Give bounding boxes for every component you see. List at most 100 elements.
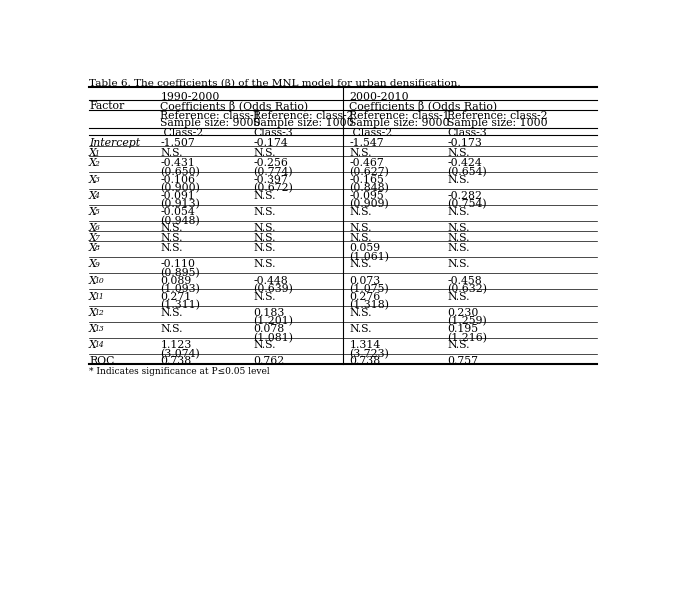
Text: N.S.: N.S.: [161, 233, 183, 243]
Text: * Indicates significance at P≤0.05 level: * Indicates significance at P≤0.05 level: [89, 367, 269, 376]
Text: -1.507: -1.507: [161, 138, 195, 148]
Text: 0.073: 0.073: [350, 276, 381, 285]
Text: 2: 2: [95, 160, 99, 168]
Text: N.S.: N.S.: [161, 308, 183, 318]
Text: Sample size: 9000: Sample size: 9000: [350, 119, 450, 129]
Text: X: X: [89, 243, 97, 253]
Text: -0.091: -0.091: [161, 191, 195, 201]
Text: -0.110: -0.110: [161, 260, 195, 269]
Text: N.S.: N.S.: [253, 148, 276, 159]
Text: 14: 14: [95, 341, 104, 349]
Text: 10: 10: [95, 277, 104, 285]
Text: X: X: [89, 191, 97, 201]
Text: (1.259): (1.259): [447, 316, 487, 327]
Text: 4: 4: [95, 192, 99, 200]
Text: N.S.: N.S.: [350, 233, 372, 243]
Text: X: X: [89, 223, 97, 233]
Text: N.S.: N.S.: [350, 223, 372, 233]
Text: (0.774): (0.774): [253, 167, 293, 177]
Text: (1.081): (1.081): [253, 333, 294, 343]
Text: Class-3: Class-3: [447, 129, 487, 138]
Text: 0.195: 0.195: [447, 324, 478, 334]
Text: 12: 12: [95, 309, 104, 317]
Text: Factor: Factor: [89, 101, 124, 111]
Text: Class-2: Class-2: [350, 129, 393, 138]
Text: Reference: class-1: Reference: class-1: [161, 111, 261, 121]
Text: -0.431: -0.431: [161, 159, 195, 169]
Text: Table 6. The coefficients (β) of the MNL model for urban densification.: Table 6. The coefficients (β) of the MNL…: [89, 79, 460, 89]
Text: Reference: class-2: Reference: class-2: [447, 111, 547, 121]
Text: 0.183: 0.183: [253, 308, 285, 318]
Text: N.S.: N.S.: [253, 223, 276, 233]
Text: -0.095: -0.095: [350, 191, 384, 201]
Text: 1: 1: [95, 149, 99, 157]
Text: -0.174: -0.174: [253, 138, 288, 148]
Text: 0.757: 0.757: [447, 356, 478, 367]
Text: -0.256: -0.256: [253, 159, 288, 169]
Text: Sample size: 1000: Sample size: 1000: [447, 119, 547, 129]
Text: (1.318): (1.318): [350, 300, 389, 311]
Text: ROC: ROC: [89, 356, 114, 367]
Text: Class-3: Class-3: [253, 129, 293, 138]
Text: N.S.: N.S.: [253, 243, 276, 253]
Text: X: X: [89, 260, 97, 269]
Text: X: X: [89, 233, 97, 243]
Text: N.S.: N.S.: [447, 175, 470, 184]
Text: N.S.: N.S.: [253, 292, 276, 302]
Text: N.S.: N.S.: [253, 233, 276, 243]
Text: (0.639): (0.639): [253, 284, 293, 295]
Text: 6: 6: [95, 224, 99, 232]
Text: 0.762: 0.762: [253, 356, 285, 367]
Text: 0.738: 0.738: [350, 356, 381, 367]
Text: N.S.: N.S.: [447, 292, 470, 302]
Text: (0.848): (0.848): [350, 183, 389, 194]
Text: (0.627): (0.627): [350, 167, 389, 177]
Text: 8: 8: [95, 244, 99, 252]
Text: N.S.: N.S.: [447, 148, 470, 159]
Text: Intercept: Intercept: [89, 138, 140, 148]
Text: Reference: class-1: Reference: class-1: [350, 111, 450, 121]
Text: N.S.: N.S.: [161, 223, 183, 233]
Text: 0.738: 0.738: [161, 356, 192, 367]
Text: N.S.: N.S.: [253, 260, 276, 269]
Text: 5: 5: [95, 208, 99, 216]
Text: 1.314: 1.314: [350, 340, 381, 350]
Text: -0.448: -0.448: [253, 276, 288, 285]
Text: (0.909): (0.909): [350, 199, 389, 210]
Text: X: X: [89, 308, 97, 318]
Text: 0.078: 0.078: [253, 324, 285, 334]
Text: N.S.: N.S.: [447, 260, 470, 269]
Text: (0.672): (0.672): [253, 183, 293, 194]
Text: X: X: [89, 276, 97, 285]
Text: N.S.: N.S.: [447, 340, 470, 350]
Text: -1.547: -1.547: [350, 138, 384, 148]
Text: (1.216): (1.216): [447, 333, 487, 343]
Text: 1.123: 1.123: [161, 340, 192, 350]
Text: N.S.: N.S.: [447, 223, 470, 233]
Text: -0.424: -0.424: [447, 159, 482, 169]
Text: (0.900): (0.900): [161, 183, 200, 194]
Text: (1.311): (1.311): [161, 300, 200, 311]
Text: 9: 9: [95, 261, 99, 269]
Text: -0.173: -0.173: [447, 138, 482, 148]
Text: N.S.: N.S.: [253, 191, 276, 201]
Text: (0.895): (0.895): [161, 268, 200, 278]
Text: N.S.: N.S.: [447, 207, 470, 217]
Text: N.S.: N.S.: [447, 243, 470, 253]
Text: N.S.: N.S.: [161, 148, 183, 159]
Text: 13: 13: [95, 325, 104, 333]
Text: -0.397: -0.397: [253, 175, 288, 184]
Text: X: X: [89, 159, 97, 169]
Text: -0.282: -0.282: [447, 191, 482, 201]
Text: N.S.: N.S.: [350, 207, 372, 217]
Text: (0.754): (0.754): [447, 199, 487, 210]
Text: Coefficients β (Odds Ratio): Coefficients β (Odds Ratio): [161, 101, 308, 112]
Text: N.S.: N.S.: [161, 243, 183, 253]
Text: 1990-2000: 1990-2000: [161, 92, 219, 102]
Text: Reference: class-2: Reference: class-2: [253, 111, 354, 121]
Text: (3.723): (3.723): [350, 349, 389, 359]
Text: (1.061): (1.061): [350, 252, 389, 262]
Text: N.S.: N.S.: [350, 148, 372, 159]
Text: 11: 11: [95, 293, 104, 301]
Text: -0.165: -0.165: [350, 175, 384, 184]
